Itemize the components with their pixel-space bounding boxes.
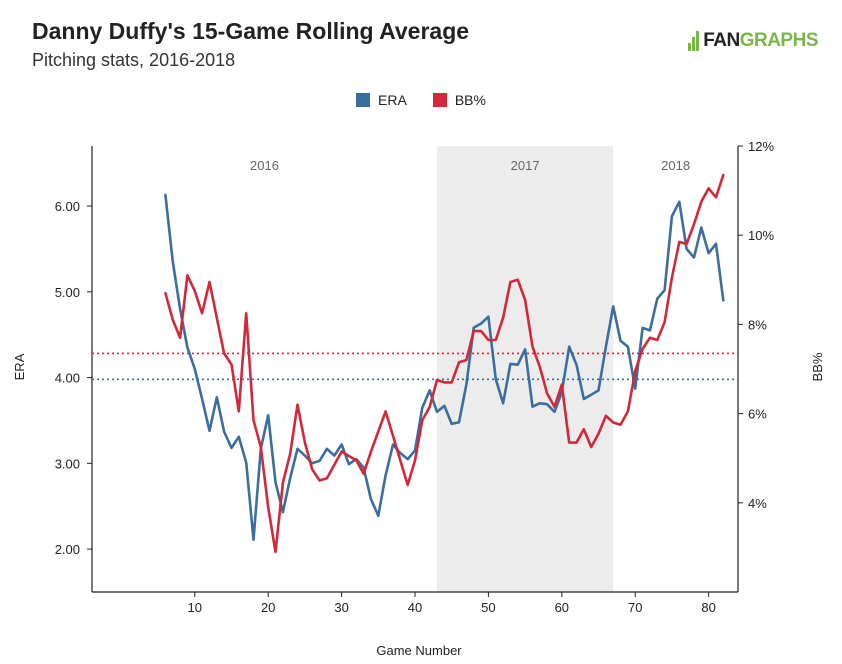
y-tick-label-right: 10%	[748, 228, 774, 243]
logo-text: FANGRAPHS	[703, 30, 818, 51]
y-tick-label-right: 8%	[748, 317, 767, 332]
x-tick-label: 20	[261, 600, 275, 615]
legend-swatch-bb	[432, 93, 447, 107]
x-tick-label: 80	[701, 600, 715, 615]
fangraphs-logo: FANGRAPHS	[688, 30, 819, 52]
legend-label-bb: BB%	[454, 92, 486, 108]
y-tick-label-left: 3.00	[55, 456, 80, 471]
y-tick-label-right: 4%	[748, 496, 767, 511]
x-tick-label: 10	[188, 600, 202, 615]
chart-subtitle: Pitching stats, 2016-2018	[32, 50, 236, 70]
y-tick-label-left: 4.00	[55, 371, 80, 386]
y-tick-label-right: 12%	[748, 139, 774, 154]
y-axis-title-right: BB%	[810, 352, 825, 381]
y-tick-label-left: 5.00	[55, 285, 80, 300]
y-tick-label-right: 6%	[748, 407, 767, 422]
y-tick-label-left: 6.00	[55, 199, 80, 214]
legend-swatch-era	[356, 93, 371, 107]
series-line-era	[164, 193, 725, 542]
x-tick-label: 50	[481, 600, 495, 615]
season-label-2016: 2016	[250, 158, 279, 173]
x-tick-label: 60	[555, 600, 569, 615]
logo-bars-icon	[688, 31, 700, 51]
legend-item-bb: BB%	[432, 92, 486, 108]
season-band-2017	[437, 146, 614, 592]
y-tick-label-left: 2.00	[55, 542, 80, 557]
legend-item-era: ERA	[356, 92, 407, 108]
chart-title: Danny Duffy's 15-Game Rolling Average	[32, 18, 470, 44]
x-tick-label: 70	[628, 600, 642, 615]
chart-legend: ERA BB%	[0, 92, 842, 108]
series-line-bb	[164, 173, 725, 554]
x-axis-title: Game Number	[376, 643, 462, 658]
legend-label-era: ERA	[378, 92, 407, 108]
y-axis-title-left: ERA	[12, 353, 27, 380]
season-label-2018: 2018	[661, 158, 690, 173]
season-label-2017: 2017	[511, 158, 540, 173]
x-tick-label: 40	[408, 600, 422, 615]
x-tick-label: 30	[334, 600, 348, 615]
